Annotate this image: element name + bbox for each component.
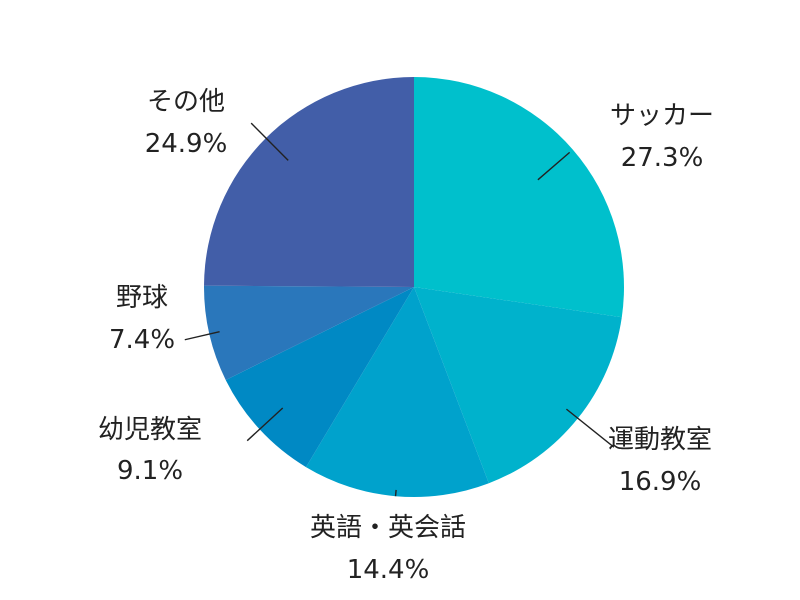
slice-label-exercise-class: 運動教室 <box>608 425 712 455</box>
slice-label-other: その他 <box>147 87 225 117</box>
slice-value-infant-class: 9.1% <box>117 456 183 486</box>
pie-slices <box>203 76 624 498</box>
leader-line-other <box>250 122 289 161</box>
pie-slice-other <box>204 76 414 287</box>
slice-label-baseball: 野球 <box>116 283 168 313</box>
slice-label-infant-class: 幼児教室 <box>98 415 202 445</box>
pie-slice-soccer <box>414 77 624 318</box>
slice-label-soccer: サッカー <box>610 101 714 131</box>
pie-slice-exercise-class <box>414 287 622 484</box>
pie-slice-baseball <box>203 285 414 380</box>
leader-line-exercise-class <box>565 408 615 448</box>
leader-line-infant-class <box>246 407 284 442</box>
pie-slice-infant-class <box>225 287 414 468</box>
slice-value-english: 14.4% <box>347 555 430 585</box>
slice-value-baseball: 7.4% <box>109 325 175 355</box>
leader-line-soccer <box>537 151 571 181</box>
slice-value-exercise-class: 16.9% <box>619 467 702 497</box>
pie-slice-english <box>305 287 489 498</box>
leader-lines <box>184 122 615 497</box>
slice-value-soccer: 27.3% <box>621 143 704 173</box>
slice-label-english: 英語・英会話 <box>310 513 466 543</box>
leader-line-english <box>394 489 397 497</box>
leader-line-baseball <box>184 331 220 341</box>
slice-value-other: 24.9% <box>145 129 228 159</box>
